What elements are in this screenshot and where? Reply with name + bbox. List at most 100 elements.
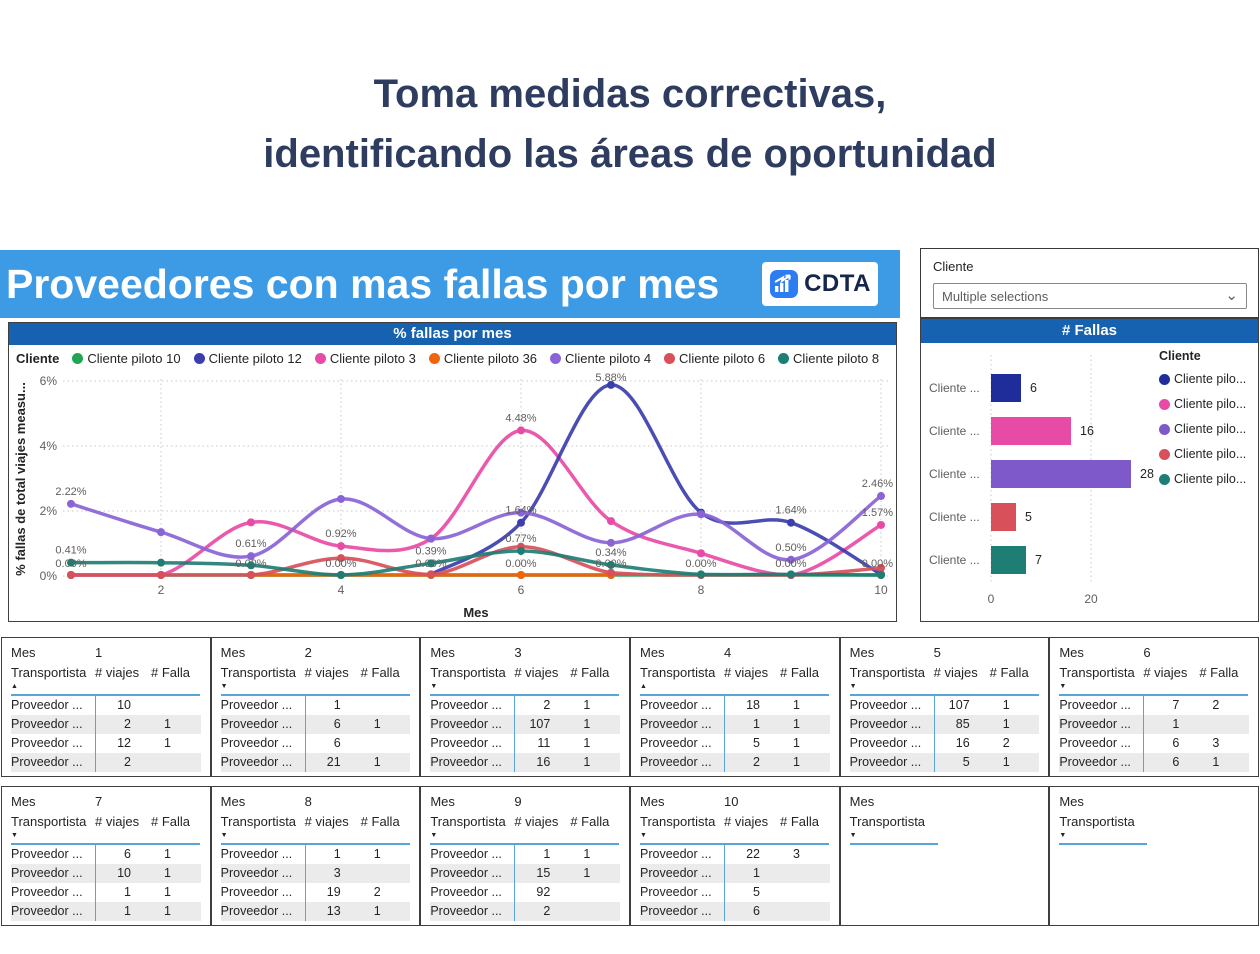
table-row[interactable]: Proveedor ... 1 1 [430, 845, 620, 864]
column-header-transportista[interactable]: Transportista [430, 814, 506, 829]
table-row[interactable]: Proveedor ... 13 1 [220, 902, 411, 921]
data-point-cliente-piloto-8[interactable] [517, 546, 525, 555]
sort-ascending-icon[interactable]: ▲ [11, 683, 18, 690]
sort-descending-icon[interactable]: ▼ [220, 683, 228, 690]
cliente-filter-dropdown[interactable]: Multiple selections ⌄ [933, 283, 1247, 309]
table-row[interactable]: Proveedor ... 6 1 [11, 845, 201, 864]
data-point-cliente-piloto-6[interactable] [877, 563, 885, 572]
column-header-transportista[interactable]: Transportista [220, 665, 297, 680]
sort-descending-icon[interactable]: ▼ [1059, 832, 1067, 839]
fallas-bar-chart[interactable]: 0 20 Cliente ... 6 Cliente ... 16 Cliente ... 2… [921, 343, 1157, 619]
sort-descending-icon[interactable]: ▼ [849, 832, 857, 839]
data-point-cliente-piloto-4[interactable] [787, 555, 795, 564]
sort-descending-icon[interactable]: ▼ [1059, 683, 1067, 690]
column-header-transportista[interactable]: Transportista [849, 814, 926, 829]
data-point-cliente-piloto-6[interactable] [427, 570, 435, 579]
column-header-transportista[interactable]: Transportista [11, 814, 87, 829]
table-row[interactable]: Proveedor ... 6 1 [220, 715, 411, 734]
sort-descending-icon[interactable]: ▼ [849, 683, 857, 690]
data-point-cliente-piloto-4[interactable] [607, 538, 615, 547]
data-point-cliente-piloto-4[interactable] [517, 508, 525, 517]
data-point-cliente-piloto-4[interactable] [157, 528, 165, 537]
sort-descending-icon[interactable]: ▼ [430, 683, 438, 690]
column-header-falla[interactable]: # Falla [1199, 665, 1239, 680]
data-point-cliente-piloto-6[interactable] [337, 554, 345, 563]
legend-item[interactable]: Cliente pilo... [1159, 447, 1259, 461]
column-header-viajes[interactable]: # viajes [724, 814, 769, 829]
table-row[interactable]: Proveedor ... 107 1 [850, 696, 1040, 715]
sort-descending-icon[interactable]: ▼ [640, 832, 647, 839]
column-header-viajes[interactable]: # viajes [1143, 665, 1188, 680]
legend-item[interactable]: Cliente piloto 4 [550, 351, 651, 366]
legend-item[interactable]: Cliente piloto 36 [428, 351, 537, 366]
column-header-viajes[interactable]: # viajes [95, 814, 140, 829]
data-point-cliente-piloto-4[interactable] [247, 552, 255, 561]
table-row[interactable]: Proveedor ... 12 1 [11, 734, 201, 753]
table-row[interactable]: Proveedor ... 92 [430, 883, 620, 902]
table-row[interactable]: Proveedor ... 11 1 [430, 734, 620, 753]
table-row[interactable]: Proveedor ... 1 1 [11, 883, 201, 902]
table-row[interactable]: Proveedor ... 2 1 [11, 715, 201, 734]
data-point-cliente-piloto-4[interactable] [697, 510, 705, 519]
table-row[interactable]: Proveedor ... 18 1 [640, 696, 830, 715]
table-row[interactable]: Proveedor ... 5 1 [849, 753, 1040, 772]
bar[interactable] [991, 374, 1021, 402]
sort-descending-icon[interactable]: ▼ [11, 832, 18, 839]
legend-item[interactable]: Cliente piloto 3 [314, 351, 416, 366]
column-header-viajes[interactable]: # viajes [95, 665, 140, 680]
column-header-viajes[interactable]: # viajes [304, 814, 349, 829]
bar[interactable] [991, 503, 1016, 531]
table-row[interactable]: Proveedor ... 10 [11, 696, 201, 715]
table-row[interactable]: Proveedor ... 10 1 [11, 864, 201, 883]
table-row[interactable]: Proveedor ... 6 3 [1059, 734, 1249, 753]
legend-item[interactable]: Cliente pilo... [1159, 472, 1259, 486]
table-row[interactable]: Proveedor ... 5 1 [640, 734, 830, 753]
series-line-cliente-piloto-8[interactable] [69, 549, 883, 577]
table-row[interactable]: Proveedor ... 16 2 [850, 734, 1040, 753]
column-header-transportista[interactable]: Transportista [430, 665, 506, 680]
column-header-transportista[interactable]: Transportista [1059, 814, 1135, 829]
table-row[interactable]: Proveedor ... 6 1 [1059, 753, 1249, 772]
column-header-transportista[interactable]: Transportista [220, 814, 297, 829]
table-row[interactable]: Proveedor ... 5 [640, 883, 830, 902]
data-point-cliente-piloto-12[interactable] [787, 518, 795, 527]
legend-item[interactable]: Cliente pilo... [1159, 422, 1259, 436]
data-point-cliente-piloto-8[interactable] [67, 558, 75, 567]
column-header-falla[interactable]: # Falla [360, 814, 400, 829]
data-point-cliente-piloto-8[interactable] [157, 558, 165, 567]
table-row[interactable]: Proveedor ... 21 1 [220, 753, 411, 772]
series-line-cliente-piloto-12[interactable] [429, 383, 883, 577]
data-point-cliente-piloto-3[interactable] [607, 517, 615, 526]
series-line-cliente-piloto-3[interactable] [69, 428, 883, 577]
chevron-down-icon[interactable]: ⌄ [1225, 287, 1238, 304]
data-point-cliente-piloto-8[interactable] [787, 570, 795, 579]
column-header-viajes[interactable]: # viajes [514, 814, 559, 829]
table-row[interactable]: Proveedor ... 15 1 [430, 864, 620, 883]
column-header-falla[interactable]: # Falla [570, 814, 610, 829]
bar[interactable] [991, 546, 1026, 574]
data-point-cliente-piloto-6[interactable] [67, 571, 75, 579]
data-point-cliente-piloto-4[interactable] [67, 499, 75, 508]
data-point-cliente-piloto-3[interactable] [697, 549, 705, 558]
column-header-falla[interactable]: # Falla [151, 665, 191, 680]
column-header-transportista[interactable]: Transportista [1059, 665, 1135, 680]
legend-item[interactable]: Cliente pilo... [1159, 372, 1259, 386]
sort-descending-icon[interactable]: ▼ [430, 832, 438, 839]
column-header-viajes[interactable]: # viajes [933, 665, 978, 680]
series-line-cliente-piloto-4[interactable] [69, 494, 883, 562]
data-point-cliente-piloto-4[interactable] [877, 492, 885, 501]
legend-item[interactable]: Cliente piloto 12 [193, 351, 302, 366]
data-point-cliente-piloto-3[interactable] [337, 542, 345, 551]
column-header-viajes[interactable]: # viajes [304, 665, 349, 680]
data-point-cliente-piloto-3[interactable] [247, 518, 255, 527]
data-point-cliente-piloto-6[interactable] [607, 568, 615, 577]
data-point-cliente-piloto-6[interactable] [247, 571, 255, 579]
legend-item[interactable]: Cliente pilo... [1159, 397, 1259, 411]
column-header-falla[interactable]: # Falla [570, 665, 610, 680]
table-row[interactable]: Proveedor ... 6 [221, 734, 411, 753]
column-header-falla[interactable]: # Falla [780, 665, 820, 680]
column-header-transportista[interactable]: Transportista [640, 814, 716, 829]
data-point-cliente-piloto-8[interactable] [427, 559, 435, 568]
table-row[interactable]: Proveedor ... 107 1 [430, 715, 620, 734]
table-row[interactable]: Proveedor ... 7 2 [1059, 696, 1249, 715]
